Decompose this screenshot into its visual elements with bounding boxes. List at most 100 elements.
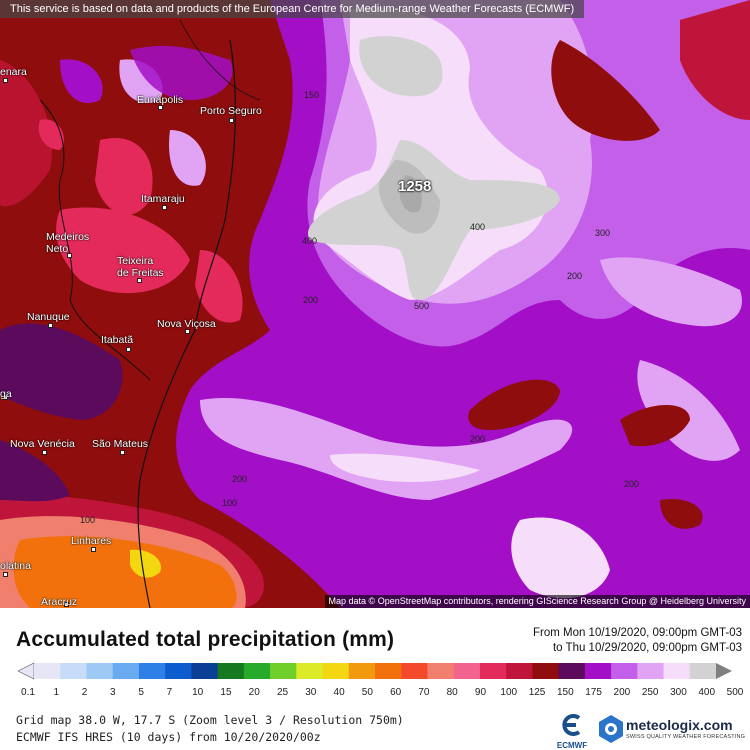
- legend-swatch: [217, 663, 245, 679]
- city-label: olatina: [0, 560, 31, 572]
- meteologix-tagline: SWISS QUALITY WEATHER FORECASTING: [626, 734, 746, 740]
- legend-arrow-low: [17, 662, 35, 680]
- city-label: Nanuque: [27, 311, 70, 323]
- city-marker: [229, 118, 234, 123]
- legend-tick-label: 0.1: [21, 687, 35, 698]
- city-marker: [91, 547, 96, 552]
- legend-tick-label: 250: [641, 687, 659, 698]
- city-label: enara: [0, 66, 27, 78]
- meteologix-logo[interactable]: meteologix.com SWISS QUALITY WEATHER FOR…: [598, 714, 745, 749]
- chart-title: Accumulated total precipitation (mm): [16, 628, 395, 651]
- forecast-period: From Mon 10/19/2020, 09:00pm GMT-03 to T…: [533, 626, 742, 656]
- city-label: São Mateus: [92, 438, 149, 450]
- city-marker: [158, 105, 163, 110]
- legend-swatch: [138, 663, 166, 679]
- legend-swatch: [427, 663, 455, 679]
- legend-tick-label: 80: [446, 687, 458, 698]
- city-marker: [185, 329, 190, 334]
- city-marker: [3, 572, 8, 577]
- legend-swatch: [296, 663, 324, 679]
- contour-label: 150: [304, 90, 320, 100]
- precipitation-map[interactable]: This service is based on data and produc…: [0, 0, 750, 608]
- city-label: Teixeira de Freitas: [117, 255, 164, 279]
- city-label: Nova Viçosa: [157, 318, 216, 330]
- legend-tick-label: 7: [166, 687, 173, 698]
- legend-swatch: [270, 663, 297, 679]
- city-label: Medeiros Neto: [46, 231, 90, 255]
- legend-tick-label: 150: [556, 687, 574, 698]
- contour-label: 200: [303, 295, 319, 305]
- legend-swatch: [532, 663, 560, 679]
- contour-label: 200: [624, 479, 640, 489]
- legend-swatch: [322, 663, 350, 679]
- legend-tick-label: 10: [192, 687, 204, 698]
- city-marker: [137, 278, 142, 283]
- legend-swatch: [112, 663, 140, 679]
- legend-tick-label: 15: [220, 687, 232, 698]
- legend-tick-label: 400: [698, 687, 716, 698]
- city-label: Eunápolis: [137, 94, 184, 106]
- legend-swatch: [348, 663, 376, 679]
- legend-swatch: [637, 663, 665, 679]
- city-label: ga: [0, 388, 12, 400]
- city-marker: [3, 395, 8, 400]
- city-marker: [67, 253, 72, 258]
- map-attribution[interactable]: Map data © OpenStreetMap contributors, r…: [324, 595, 750, 608]
- legend-tick-label: 2: [81, 687, 88, 698]
- legend-tick-label: 200: [613, 687, 631, 698]
- legend-tick-label: 30: [305, 687, 317, 698]
- legend-arrow-high: [716, 663, 732, 679]
- legend-tick-label: 300: [670, 687, 687, 698]
- ecmwf-logo-text: ECMWF: [556, 741, 588, 750]
- maximum-value-label: 1258: [398, 178, 432, 195]
- legend-swatch: [611, 663, 638, 679]
- legend-tick-label: 40: [333, 687, 345, 698]
- legend-tick-label: 1: [53, 687, 60, 698]
- legend-swatch: [689, 663, 717, 679]
- legend-swatch: [375, 663, 402, 679]
- city-label: Nova Venécia: [10, 438, 75, 450]
- legend-swatch: [558, 663, 586, 679]
- city-marker: [64, 602, 69, 607]
- period-to: to Thu 10/29/2020, 09:00pm GMT-03: [552, 642, 742, 654]
- city-label: Aracruz: [41, 596, 78, 608]
- city-label: Itamaraju: [141, 193, 185, 205]
- precipitation-field: [0, 0, 750, 608]
- ecmwf-emblem-icon: [562, 714, 581, 736]
- legend-swatch: [243, 663, 271, 679]
- legend-swatch: [191, 663, 219, 679]
- city-label: Porto Seguro: [200, 105, 262, 117]
- legend-swatch: [34, 663, 61, 679]
- city-marker: [3, 78, 8, 83]
- city-marker: [162, 205, 167, 210]
- legend-tick-label: 5: [138, 687, 144, 698]
- period-from: From Mon 10/19/2020, 09:00pm GMT-03: [532, 627, 742, 639]
- meteologix-emblem-icon: [599, 715, 623, 743]
- contour-label: 200: [567, 271, 583, 281]
- contour-label: 400: [470, 222, 486, 232]
- legend-swatch: [60, 663, 87, 679]
- contour-label: 100: [222, 498, 238, 508]
- city-label: Linhares: [71, 535, 112, 547]
- legend-tick-label: 20: [248, 687, 260, 698]
- legend-tick-label: 25: [276, 687, 289, 698]
- legend-tick-label: 60: [390, 687, 402, 698]
- grid-info: Grid map 38.0 W, 17.7 S (Zoom level 3 / …: [16, 713, 404, 727]
- contour-label: 300: [595, 228, 611, 238]
- color-legend: [17, 662, 732, 680]
- legend-tick-label: 500: [726, 687, 744, 698]
- legend-swatch: [401, 663, 428, 679]
- legend-swatch: [165, 663, 192, 679]
- city-marker: [48, 323, 53, 328]
- legend-swatch: [479, 663, 507, 679]
- legend-swatch: [663, 663, 691, 679]
- legend-tick-label: 3: [110, 687, 116, 698]
- legend-swatch: [453, 663, 481, 679]
- city-marker: [126, 347, 131, 352]
- legend-tick-label: 125: [528, 687, 546, 698]
- legend-swatch: [506, 663, 533, 679]
- contour-label: 100: [80, 515, 96, 525]
- ecmwf-logo[interactable]: ECMWF: [552, 714, 592, 750]
- contour-label: 400: [302, 236, 318, 246]
- model-info: ECMWF IFS HRES (10 days) from 10/20/2020…: [16, 730, 321, 744]
